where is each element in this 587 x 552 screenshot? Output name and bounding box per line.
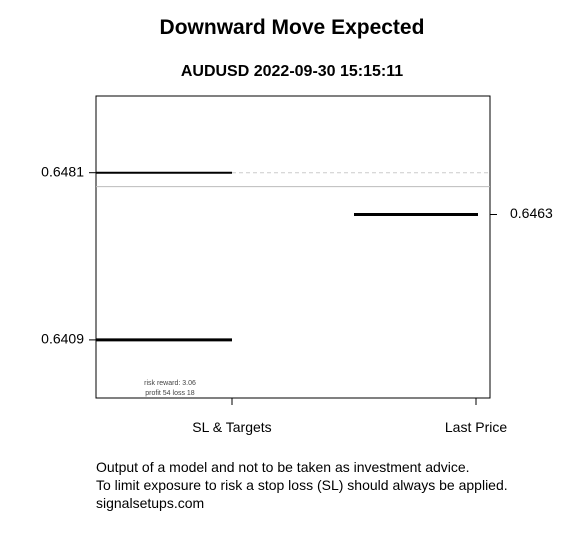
y-tick-label-stop-loss: 0.6481	[41, 163, 84, 179]
profit-loss-annotation: profit 54 loss 18	[145, 390, 195, 397]
source-site: signalsetups.com	[96, 495, 205, 511]
risk-reward-annotation: risk reward: 3.06	[144, 380, 196, 387]
disclaimer-line-1: Output of a model and not to be taken as…	[96, 459, 470, 475]
chart-subtitle: AUDUSD 2022-09-30 15:15:11	[181, 63, 403, 80]
chart-title: Downward Move Expected	[160, 16, 425, 39]
x-tick-label-last-price: Last Price	[445, 419, 507, 435]
plot-frame	[95, 95, 491, 399]
x-tick-label-sl-targets: SL & Targets	[192, 419, 271, 435]
disclaimer-line-2: To limit exposure to risk a stop loss (S…	[96, 477, 508, 493]
disclaimer: Output of a model and not to be taken as…	[96, 458, 508, 512]
y-tick-label-target: 0.6409	[41, 331, 84, 347]
y-tick-label-last-price: 0.6463	[510, 205, 553, 221]
